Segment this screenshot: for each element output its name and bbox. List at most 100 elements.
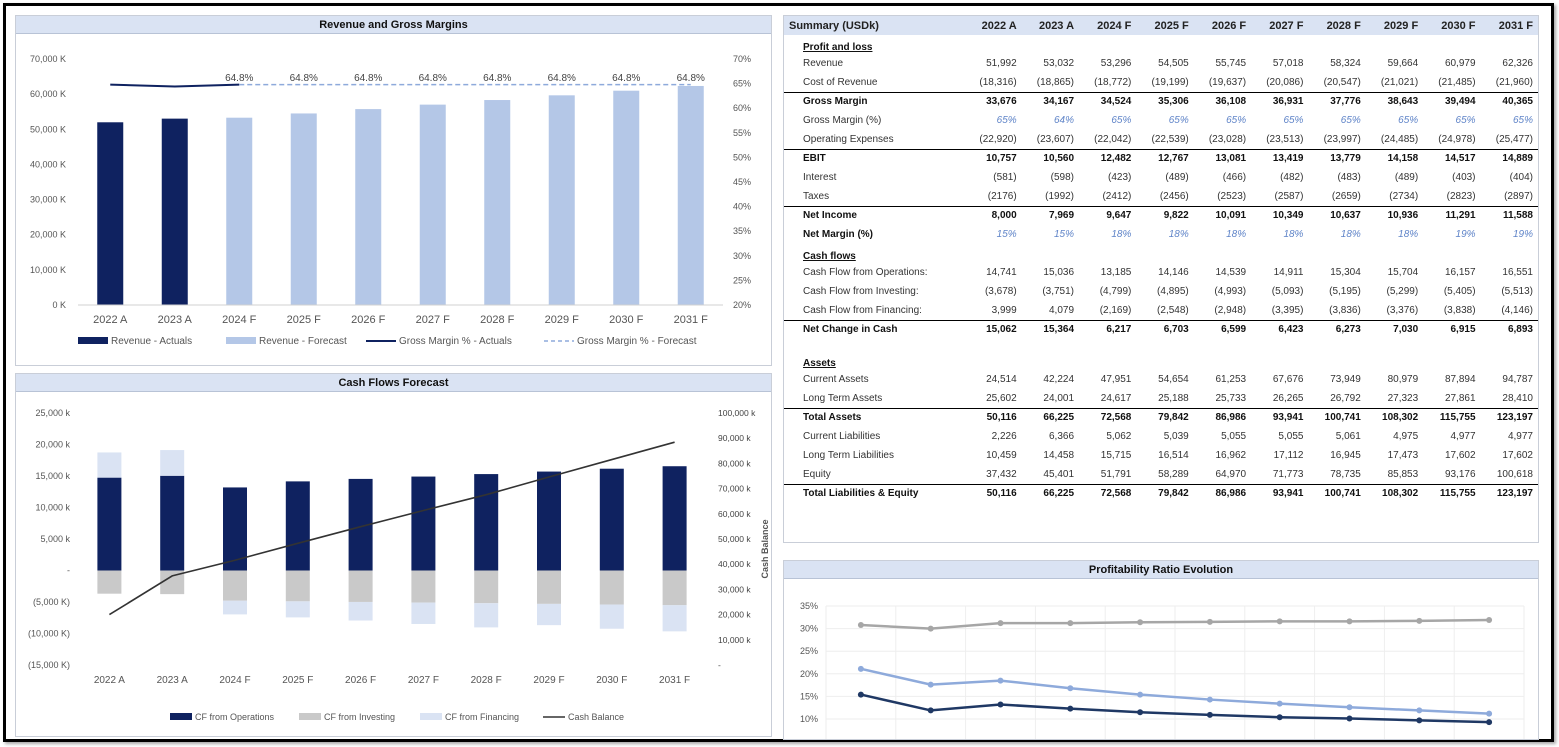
table-cell: 5,062 <box>1106 431 1132 442</box>
y2-tick-label: 25% <box>733 275 751 285</box>
row-label: Cash flows <box>803 251 856 262</box>
table-cell: 64% <box>1054 115 1075 126</box>
ratio-point <box>1276 618 1283 625</box>
table-cell: 37,776 <box>1308 91 1366 111</box>
ratio-point <box>1486 719 1493 726</box>
table-cell: (22,920) <box>979 133 1017 145</box>
table-cell: 14,517 <box>1423 148 1481 168</box>
table-cell <box>1481 35 1538 54</box>
table-cell <box>1079 339 1136 351</box>
table-cell: (404) <box>1509 172 1533 183</box>
table-cell: 115,755 <box>1423 407 1481 427</box>
table-cell: 24,001 <box>1043 392 1075 404</box>
table-cell: 6,703 <box>1136 319 1194 339</box>
x-tick-label: 2023 A <box>157 675 188 686</box>
bar-cf-operations <box>223 487 247 571</box>
table-cell: 10,560 <box>1021 148 1080 168</box>
table-cell <box>964 339 1021 351</box>
y2-tick-label: 60,000 k <box>718 509 751 519</box>
table-cell: 86,986 <box>1193 483 1252 503</box>
table-cell: (489) <box>1165 172 1189 183</box>
table-cell <box>1423 339 1480 351</box>
table-cell: 10,936 <box>1365 205 1424 225</box>
table-cell <box>1481 339 1538 351</box>
table-cell: 2,226 <box>991 431 1017 442</box>
ratio-point <box>1067 620 1074 627</box>
y2-tick-label: 50% <box>733 152 751 162</box>
table-row <box>784 339 1538 351</box>
cashflow-chart: 25,000 k 20,000 k 15,000 k 10,000 k 5,000 k -… <box>28 408 770 722</box>
table-cell: (22,042) <box>1094 133 1132 145</box>
year-header: 2026 F <box>1193 16 1252 35</box>
table-cell <box>964 244 1021 263</box>
table-cell: 28,410 <box>1502 392 1533 404</box>
ratio-point <box>857 691 864 698</box>
legend-label: Gross Margin % - Forecast <box>577 336 697 347</box>
table-cell: (18,865) <box>1036 76 1075 88</box>
table-row: Equity 37,432 45,401 51,791 58,289 64,970 71,7… <box>784 465 1538 484</box>
table-cell: 15% <box>1054 229 1075 240</box>
table-cell <box>1366 35 1423 54</box>
table-cell: 37,432 <box>986 468 1017 480</box>
table-cell: 51,992 <box>986 58 1017 69</box>
row-label: Assets <box>803 358 836 369</box>
y2-tick-label: 90,000 k <box>718 433 751 443</box>
table-cell: 18% <box>1283 229 1304 240</box>
x-tick-label: 2027 F <box>408 675 439 686</box>
y-tick-label: 20% <box>800 669 818 679</box>
ratio-point <box>1276 714 1283 721</box>
row-label: Cash Flow from Financing: <box>803 304 922 316</box>
bar-cf-financing <box>537 603 561 626</box>
table-cell: 18% <box>1168 229 1189 240</box>
table-cell: 14,911 <box>1273 267 1304 278</box>
table-cell: 18% <box>1226 229 1247 240</box>
table-cell: (581) <box>993 172 1017 183</box>
table-cell: (19,637) <box>1208 76 1247 88</box>
x-tick-label: 2028 F <box>471 675 502 686</box>
revenue-chart: 70,000 K 60,000 K 50,000 K 40,000 K 30,000 K… <box>30 54 751 347</box>
x-tick-label: 2022 A <box>94 675 125 686</box>
bar-revenue-forecast <box>548 95 575 305</box>
x-tick-label: 2026 F <box>351 314 386 326</box>
row-label: Cash Flow from Operations: <box>803 267 928 278</box>
y-tick-label: 40,000 K <box>30 159 66 169</box>
row-label: Equity <box>803 468 831 480</box>
y2-tick-label: 10,000 k <box>718 635 751 645</box>
summary-header-row: Summary (USDk) 2022 A 2023 A 2024 F 2025 F 20… <box>784 16 1538 35</box>
table-cell <box>964 35 1021 54</box>
ratio-chart: 35% 30% 25% 20% 15% 10% <box>800 601 1525 739</box>
row-label: Interest <box>803 172 837 183</box>
table-cell: 50,116 <box>964 407 1022 427</box>
legend-label: Revenue - Forecast <box>259 336 347 347</box>
table-row: Cash Flow from Investing: (3,678) (3,751) (… <box>784 282 1538 301</box>
bar-revenue-forecast <box>290 113 317 305</box>
table-cell: 14,539 <box>1215 267 1247 278</box>
ratio-point <box>1416 617 1423 624</box>
table-cell: 12,482 <box>1079 148 1137 168</box>
table-cell <box>1022 35 1079 54</box>
x-tick-label: 2022 A <box>93 314 128 326</box>
row-label: EBIT <box>784 148 965 168</box>
table-cell: 72,568 <box>1079 483 1137 503</box>
row-label: Current Liabilities <box>803 431 881 442</box>
bar-cf-operations <box>599 468 624 571</box>
gross-margin-data-label: 64.8% <box>225 73 253 84</box>
table-cell: (2897) <box>1504 190 1533 202</box>
table-cell: 25,188 <box>1158 392 1189 404</box>
table-cell: 16,945 <box>1330 450 1361 461</box>
table-cell: 93,941 <box>1251 483 1309 503</box>
table-cell: 108,302 <box>1365 483 1424 503</box>
ratio-point <box>997 701 1004 708</box>
bar-cf-operations <box>474 474 499 571</box>
table-cell <box>964 351 1021 370</box>
table-cell <box>1079 351 1136 370</box>
table-row: Interest (581) (598) (423) (489) (466) (482) (4… <box>784 168 1538 187</box>
table-cell: 26,792 <box>1330 392 1361 404</box>
table-cell <box>1481 351 1538 370</box>
table-cell: 79,842 <box>1136 483 1194 503</box>
x-tick-label: 2024 F <box>219 675 250 686</box>
table-cell: 6,366 <box>1048 431 1075 442</box>
ratio-point <box>1346 715 1353 722</box>
table-cell: 24,617 <box>1100 392 1132 404</box>
ratio-point <box>1206 618 1213 625</box>
